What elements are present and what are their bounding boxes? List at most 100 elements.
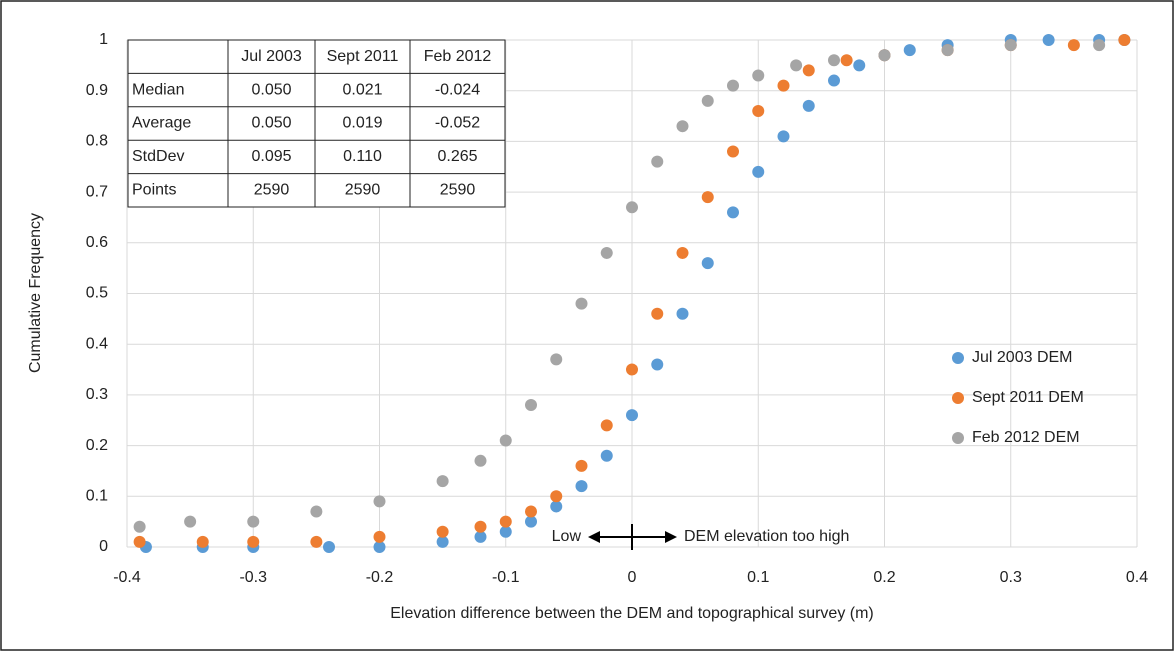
point — [323, 541, 335, 553]
point — [1118, 34, 1131, 46]
point — [575, 297, 588, 310]
x-tick-label: 0.4 — [1126, 569, 1148, 586]
point — [828, 54, 840, 67]
point — [310, 505, 323, 518]
point — [727, 206, 739, 219]
point — [752, 165, 765, 178]
point — [436, 535, 449, 548]
legend-marker — [952, 392, 964, 404]
point — [676, 120, 689, 133]
y-axis-label: Cumulative Frequency — [27, 213, 44, 373]
point — [752, 69, 765, 82]
point — [247, 515, 260, 528]
point — [474, 520, 487, 533]
point — [701, 94, 714, 107]
y-tick-label: 0.7 — [86, 183, 108, 200]
y-tick-label: 0.4 — [86, 335, 108, 352]
point — [651, 358, 664, 371]
table-cell: 0.021 — [342, 81, 382, 98]
point — [373, 530, 386, 543]
point — [474, 454, 487, 467]
point — [802, 99, 815, 112]
table-cell: 2590 — [254, 182, 290, 199]
point — [828, 74, 840, 87]
point — [1004, 39, 1017, 52]
legend-marker — [952, 352, 964, 364]
x-tick-label: -0.2 — [366, 569, 394, 586]
point — [247, 535, 260, 548]
table-header: Jul 2003 — [241, 48, 302, 65]
table-cell: 0.050 — [251, 115, 291, 132]
point — [626, 201, 638, 214]
point — [878, 49, 891, 62]
point — [1042, 34, 1055, 46]
x-tick-label: 0.2 — [873, 569, 895, 586]
point — [752, 104, 765, 117]
legend-marker — [952, 432, 964, 444]
point — [727, 79, 739, 92]
y-tick-label: 0.5 — [86, 285, 108, 302]
point — [525, 399, 537, 412]
y-tick-label: 1 — [99, 31, 108, 48]
x-axis-label: Elevation difference between the DEM and… — [390, 605, 874, 622]
point — [133, 520, 146, 533]
point — [575, 480, 588, 493]
table-cell: 0.019 — [342, 115, 382, 132]
point — [196, 535, 209, 548]
table-row-label: Points — [132, 182, 176, 199]
point — [499, 434, 512, 447]
point — [550, 500, 563, 513]
point — [525, 515, 537, 528]
x-tick-label: 0 — [628, 569, 637, 586]
point — [651, 307, 664, 320]
table-header: Sept 2011 — [327, 48, 399, 65]
point — [550, 490, 563, 503]
arrow-head — [665, 531, 677, 543]
legend-label: Feb 2012 DEM — [972, 429, 1080, 446]
y-tick-label: 0.6 — [86, 234, 108, 251]
point — [474, 530, 487, 543]
point — [701, 191, 714, 204]
y-tick-label: 0.2 — [86, 437, 108, 454]
table-row-label: Median — [132, 81, 184, 98]
point — [600, 246, 613, 259]
table-cell: 2590 — [440, 182, 476, 199]
legend-label: Sept 2011 DEM — [972, 389, 1084, 406]
point — [626, 363, 638, 376]
legend-label: Jul 2003 DEM — [972, 349, 1073, 366]
table-cell: 0.265 — [437, 148, 477, 165]
table-background — [127, 39, 506, 208]
table-cell: -0.024 — [435, 81, 480, 98]
y-tick-label: 0.3 — [86, 386, 108, 403]
point — [840, 54, 853, 67]
point — [777, 79, 790, 92]
point — [133, 535, 146, 548]
y-tick-label: 0.9 — [86, 82, 108, 99]
point — [853, 59, 866, 72]
point — [802, 64, 815, 77]
point — [499, 525, 512, 538]
point — [676, 246, 689, 259]
x-tick-label: -0.3 — [239, 569, 267, 586]
point — [184, 515, 197, 528]
point — [676, 307, 689, 320]
point — [903, 44, 916, 57]
x-tick-label: -0.1 — [492, 569, 520, 586]
table-row-label: Average — [132, 115, 191, 132]
annotation: Low — [552, 528, 582, 545]
point — [373, 495, 386, 508]
table-header: Feb 2012 — [424, 48, 492, 65]
point — [727, 145, 739, 158]
point — [499, 515, 512, 528]
x-tick-label: 0.1 — [747, 569, 769, 586]
annotation: DEM elevation too high — [684, 528, 849, 545]
point — [436, 525, 449, 538]
point — [600, 449, 613, 462]
point — [525, 505, 537, 518]
point — [600, 419, 613, 432]
table-cell: 0.095 — [251, 148, 291, 165]
y-tick-label: 0 — [99, 538, 108, 555]
x-tick-label: -0.4 — [113, 569, 141, 586]
y-tick-label: 0.1 — [86, 488, 108, 505]
